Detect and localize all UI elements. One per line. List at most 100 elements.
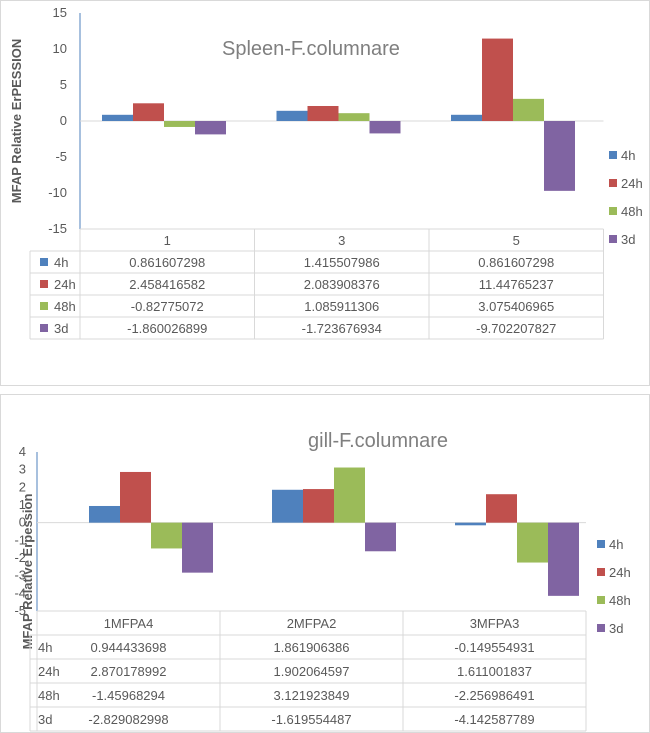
data-label: 3.121923849 bbox=[274, 688, 350, 703]
y-tick-label: -5 bbox=[55, 149, 67, 164]
category-label: 1MFPA4 bbox=[104, 616, 154, 631]
category-label: 2MFPA2 bbox=[287, 616, 337, 631]
table-legend-marker bbox=[40, 280, 48, 288]
bar-48h-1 bbox=[164, 121, 195, 127]
bar-24h-5 bbox=[482, 38, 513, 121]
category-label: 5 bbox=[513, 233, 520, 248]
y-tick-label: 0 bbox=[60, 113, 67, 128]
bar-4h-2MFPA2 bbox=[272, 489, 303, 523]
y-tick-label: -10 bbox=[48, 185, 67, 200]
data-label: 1.085911306 bbox=[304, 299, 379, 314]
chart-title: gill-F.columnare bbox=[308, 430, 448, 452]
y-tick-label: 5 bbox=[60, 77, 67, 92]
chart-title: Spleen-F.columnare bbox=[222, 38, 400, 60]
data-label: 2.083908376 bbox=[304, 277, 380, 292]
legend-marker-48h bbox=[597, 596, 605, 604]
data-label: -9.702207827 bbox=[476, 321, 556, 336]
y-tick-label: 0 bbox=[19, 515, 26, 530]
table-legend-marker bbox=[40, 302, 48, 310]
data-label: 11.44765237 bbox=[479, 277, 554, 292]
bar-24h-3 bbox=[307, 105, 339, 121]
data-label: 0.861607298 bbox=[478, 255, 554, 270]
table-series-name: 3d bbox=[54, 321, 68, 336]
legend-label-4h: 4h bbox=[621, 148, 635, 163]
y-tick-label: 10 bbox=[53, 41, 67, 56]
data-label: -2.829082998 bbox=[88, 712, 168, 727]
table-series-name: 4h bbox=[54, 255, 68, 270]
bar-4h-3 bbox=[276, 110, 308, 121]
y-tick-label: 2 bbox=[19, 479, 26, 494]
bar-4h-1MFPA4 bbox=[89, 505, 120, 523]
y-tick-label: -4 bbox=[14, 585, 26, 600]
legend-marker-24h bbox=[597, 568, 605, 576]
data-label: 0.861607298 bbox=[129, 255, 205, 270]
data-label: -1.723676934 bbox=[302, 321, 382, 336]
legend-marker-3d bbox=[597, 624, 605, 632]
legend-label-3d: 3d bbox=[609, 621, 623, 636]
data-label: 0.944433698 bbox=[91, 640, 167, 655]
table-series-name: 4h bbox=[38, 640, 52, 655]
legend-label-48h: 48h bbox=[609, 593, 631, 608]
legend-label-24h: 24h bbox=[609, 565, 631, 580]
data-label: 1.415507986 bbox=[304, 255, 380, 270]
data-label: -4.142587789 bbox=[454, 712, 534, 727]
table-series-name: 48h bbox=[38, 688, 60, 703]
data-label: 3.075406965 bbox=[478, 299, 554, 314]
bar-48h-5 bbox=[513, 98, 544, 121]
legend-marker-4h bbox=[597, 540, 605, 548]
y-tick-label: 15 bbox=[53, 5, 67, 20]
y-tick-label: -3 bbox=[14, 568, 26, 583]
bar-48h-3MFPA3 bbox=[517, 522, 548, 563]
table-series-name: 3d bbox=[38, 712, 52, 727]
y-axis-title: MFAP Relative Erpession bbox=[20, 494, 35, 650]
table-legend-marker bbox=[40, 324, 48, 332]
bar-24h-1MFPA4 bbox=[120, 471, 151, 523]
bar-48h-1MFPA4 bbox=[151, 522, 182, 549]
y-tick-label: -5 bbox=[14, 603, 26, 618]
data-label: -1.619554487 bbox=[271, 712, 351, 727]
table-series-name: 48h bbox=[54, 299, 76, 314]
bar-3d-2MFPA2 bbox=[365, 522, 396, 552]
y-tick-label: 4 bbox=[19, 444, 26, 459]
bar-4h-3MFPA3 bbox=[455, 522, 486, 526]
bar-48h-2MFPA2 bbox=[334, 467, 365, 523]
legend-marker-24h bbox=[609, 179, 617, 187]
bar-4h-5 bbox=[451, 114, 482, 121]
legend-label-48h: 48h bbox=[621, 204, 643, 219]
data-label: -0.82775072 bbox=[131, 299, 204, 314]
bar-24h-2MFPA2 bbox=[303, 489, 334, 523]
y-axis-title: MFAP Relative ErPESSION bbox=[9, 39, 24, 204]
bar-3d-3 bbox=[369, 121, 401, 134]
data-label: 1.902064597 bbox=[274, 664, 350, 679]
table-series-name: 24h bbox=[38, 664, 60, 679]
data-label: 1.861906386 bbox=[274, 640, 350, 655]
table-legend-marker bbox=[40, 258, 48, 266]
bar-4h-1 bbox=[102, 114, 133, 121]
data-label: -2.256986491 bbox=[454, 688, 534, 703]
category-label: 3MFPA3 bbox=[470, 616, 520, 631]
legend-label-24h: 24h bbox=[621, 176, 643, 191]
category-label: 1 bbox=[164, 233, 171, 248]
data-label: 1.611001837 bbox=[457, 664, 532, 679]
y-tick-label: -2 bbox=[14, 550, 26, 565]
data-label: -0.149554931 bbox=[454, 640, 534, 655]
y-tick-label: -1 bbox=[14, 532, 26, 547]
table-series-name: 24h bbox=[54, 277, 76, 292]
legend-marker-4h bbox=[609, 151, 617, 159]
data-label: -1.860026899 bbox=[127, 321, 207, 336]
category-label: 3 bbox=[338, 233, 345, 248]
legend-marker-48h bbox=[609, 207, 617, 215]
bar-3d-5 bbox=[544, 121, 575, 191]
bar-3d-1MFPA4 bbox=[182, 522, 213, 573]
y-tick-label: -15 bbox=[48, 221, 67, 236]
data-label: 2.870178992 bbox=[91, 664, 167, 679]
data-label: 2.458416582 bbox=[129, 277, 205, 292]
y-tick-label: 1 bbox=[19, 497, 26, 512]
data-label: -1.45968294 bbox=[92, 688, 165, 703]
bar-3d-3MFPA3 bbox=[548, 522, 579, 596]
legend-label-4h: 4h bbox=[609, 537, 623, 552]
legend-label-3d: 3d bbox=[621, 232, 635, 247]
